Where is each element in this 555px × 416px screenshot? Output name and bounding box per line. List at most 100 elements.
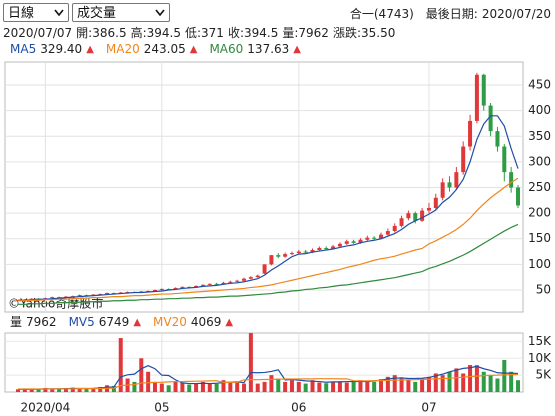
candle-body: [331, 246, 336, 249]
volume-bar: [173, 381, 178, 392]
info-label: 開:: [76, 26, 92, 40]
candle-body: [180, 286, 185, 288]
period-select[interactable]: 日線: [3, 3, 69, 22]
volume-bar: [29, 389, 34, 392]
volume-bar: [166, 385, 171, 392]
info-label: 量:: [282, 26, 298, 40]
volume-bar: [399, 378, 404, 392]
volume-bar: [118, 338, 123, 392]
volume-bar: [98, 386, 103, 392]
info-value: 7962: [298, 26, 329, 40]
volume-bar: [426, 376, 431, 392]
volume-bar: [481, 371, 486, 392]
candle-body: [392, 225, 397, 232]
indicator-select[interactable]: 成交量: [72, 3, 170, 22]
candle-body: [194, 285, 199, 288]
ma-line: [18, 115, 519, 301]
info-label: 低:: [185, 26, 201, 40]
volume-bar: [337, 381, 342, 392]
y-tick-label: 250: [528, 180, 551, 194]
volume-bar: [50, 388, 55, 392]
candle-body: [447, 182, 452, 188]
volume-bar: [207, 383, 212, 392]
legend-trend: ▲: [225, 317, 233, 328]
volume-bar: [372, 381, 377, 392]
volume-bar: [502, 359, 507, 392]
legend-value: 4069: [191, 315, 222, 329]
y-tick-label: 350: [528, 129, 551, 143]
volume-bar: [63, 388, 68, 392]
info-label: 收:: [228, 26, 244, 40]
last-date: 2020/07/20: [482, 7, 551, 21]
candle-body: [214, 283, 219, 285]
volume-bar: [255, 383, 260, 392]
volume-bar: [84, 388, 89, 392]
volume-bar: [214, 383, 219, 392]
volume-bar: [91, 387, 96, 392]
volume-bar: [289, 380, 294, 392]
candle-body: [235, 280, 240, 282]
candle-body: [372, 237, 377, 239]
info-date: 2020/07/07: [3, 26, 72, 40]
y-tick-label: 300: [528, 154, 551, 168]
candle-body: [173, 287, 178, 290]
candle-body: [495, 131, 500, 147]
candle-body: [468, 120, 473, 147]
candle-body: [406, 213, 411, 219]
ma-line: [18, 223, 519, 305]
volume-bar: [454, 368, 459, 392]
volume-bar: [228, 381, 233, 392]
candle-body: [50, 297, 55, 299]
legend-name: MA60: [209, 42, 243, 56]
volume-bar: [324, 383, 329, 392]
volume-bar: [474, 365, 479, 392]
candle-body: [159, 288, 164, 290]
ma-line: [18, 373, 519, 390]
info-label: 漲跌:: [333, 25, 361, 40]
volume-bar: [433, 373, 438, 392]
volume-bar: [235, 382, 240, 392]
candle-body: [255, 275, 260, 278]
y-tick-label: 450: [528, 78, 551, 92]
candle-body: [454, 172, 459, 188]
candle-body: [344, 241, 349, 244]
info-value: 394.5: [147, 26, 181, 40]
candle-body: [399, 218, 404, 226]
volume-bar: [379, 379, 384, 392]
volume-bar: [180, 382, 185, 392]
last-date-label: 最後日期:: [426, 7, 478, 21]
candle-body: [317, 247, 322, 251]
y-tick-label: 200: [528, 206, 551, 220]
volume-bar: [242, 383, 247, 392]
candle-body: [152, 289, 157, 291]
volume-bar: [365, 381, 370, 392]
volume-bar: [509, 371, 514, 392]
x-tick-label: 05: [154, 401, 169, 415]
info-value: 386.5: [92, 26, 126, 40]
candle-body: [303, 251, 308, 253]
volume-bar: [344, 382, 349, 392]
legend-value: 137.63: [247, 42, 289, 56]
volume-bar: [146, 371, 151, 392]
volume-bar: [516, 380, 520, 392]
x-tick-label: 07: [421, 401, 436, 415]
price-panel: [4, 61, 524, 313]
info-line: 2020/07/07 開:386.5 高:394.5 低:371 收:394.5 量:79…: [3, 25, 395, 40]
legend-trend: ▲: [190, 44, 198, 55]
header-info: 合一(4743) 最後日期: 2020/07/20: [350, 6, 551, 21]
volume-bar: [461, 373, 466, 392]
volume-bar: [358, 380, 363, 392]
legend-name: MV5: [69, 315, 95, 329]
volume-bar: [16, 389, 20, 392]
candle-body: [228, 281, 233, 283]
info-value: 394.5: [244, 26, 278, 40]
legend-value: 329.40: [40, 42, 82, 56]
candle-body: [461, 146, 466, 173]
volume-bar: [276, 378, 281, 392]
volume-bar: [303, 383, 308, 392]
candle-body: [358, 239, 363, 243]
candle-body: [276, 255, 281, 257]
volume-bar: [36, 388, 41, 392]
candle-body: [509, 172, 514, 188]
